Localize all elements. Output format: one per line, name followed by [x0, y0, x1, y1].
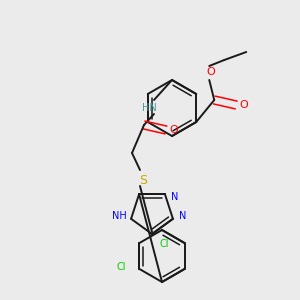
Text: NH: NH: [112, 211, 127, 221]
Text: S: S: [139, 173, 147, 187]
Text: HN: HN: [142, 103, 156, 113]
Text: N: N: [171, 192, 178, 202]
Text: Cl: Cl: [159, 239, 169, 249]
Text: Cl: Cl: [117, 262, 126, 272]
Text: O: O: [240, 100, 249, 110]
Text: O: O: [207, 67, 216, 77]
Text: N: N: [179, 211, 187, 221]
Text: O: O: [169, 125, 178, 135]
